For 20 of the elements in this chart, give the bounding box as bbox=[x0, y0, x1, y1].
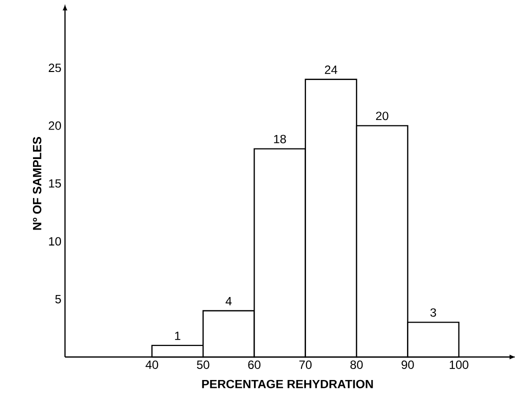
x-tick-label: 50 bbox=[196, 360, 210, 369]
data-label: 4 bbox=[226, 297, 232, 306]
y-tick-label: 5 bbox=[55, 295, 61, 304]
data-label: 18 bbox=[274, 134, 286, 144]
x-tick-label: 90 bbox=[402, 360, 414, 369]
x-tick-label: 100 bbox=[450, 360, 468, 369]
y-tick-label: 10 bbox=[49, 237, 62, 246]
data-label: 3 bbox=[430, 308, 436, 317]
x-tick-label: 70 bbox=[299, 360, 312, 369]
x-tick-label: 80 bbox=[350, 360, 363, 369]
y-axis-title: Nº OF SAMPLES bbox=[32, 136, 42, 230]
x-axis-title: PERCENTAGE REHYDRATION bbox=[202, 380, 373, 388]
y-tick-label: 25 bbox=[48, 64, 61, 72]
x-tick-label: 40 bbox=[146, 360, 158, 369]
data-label: 20 bbox=[376, 112, 388, 120]
data-label: 1 bbox=[175, 332, 180, 340]
x-tick-label: 60 bbox=[248, 360, 260, 369]
data-label: 24 bbox=[324, 66, 338, 74]
y-tick-label: 15 bbox=[49, 179, 61, 188]
y-tick-label: 20 bbox=[48, 121, 62, 130]
